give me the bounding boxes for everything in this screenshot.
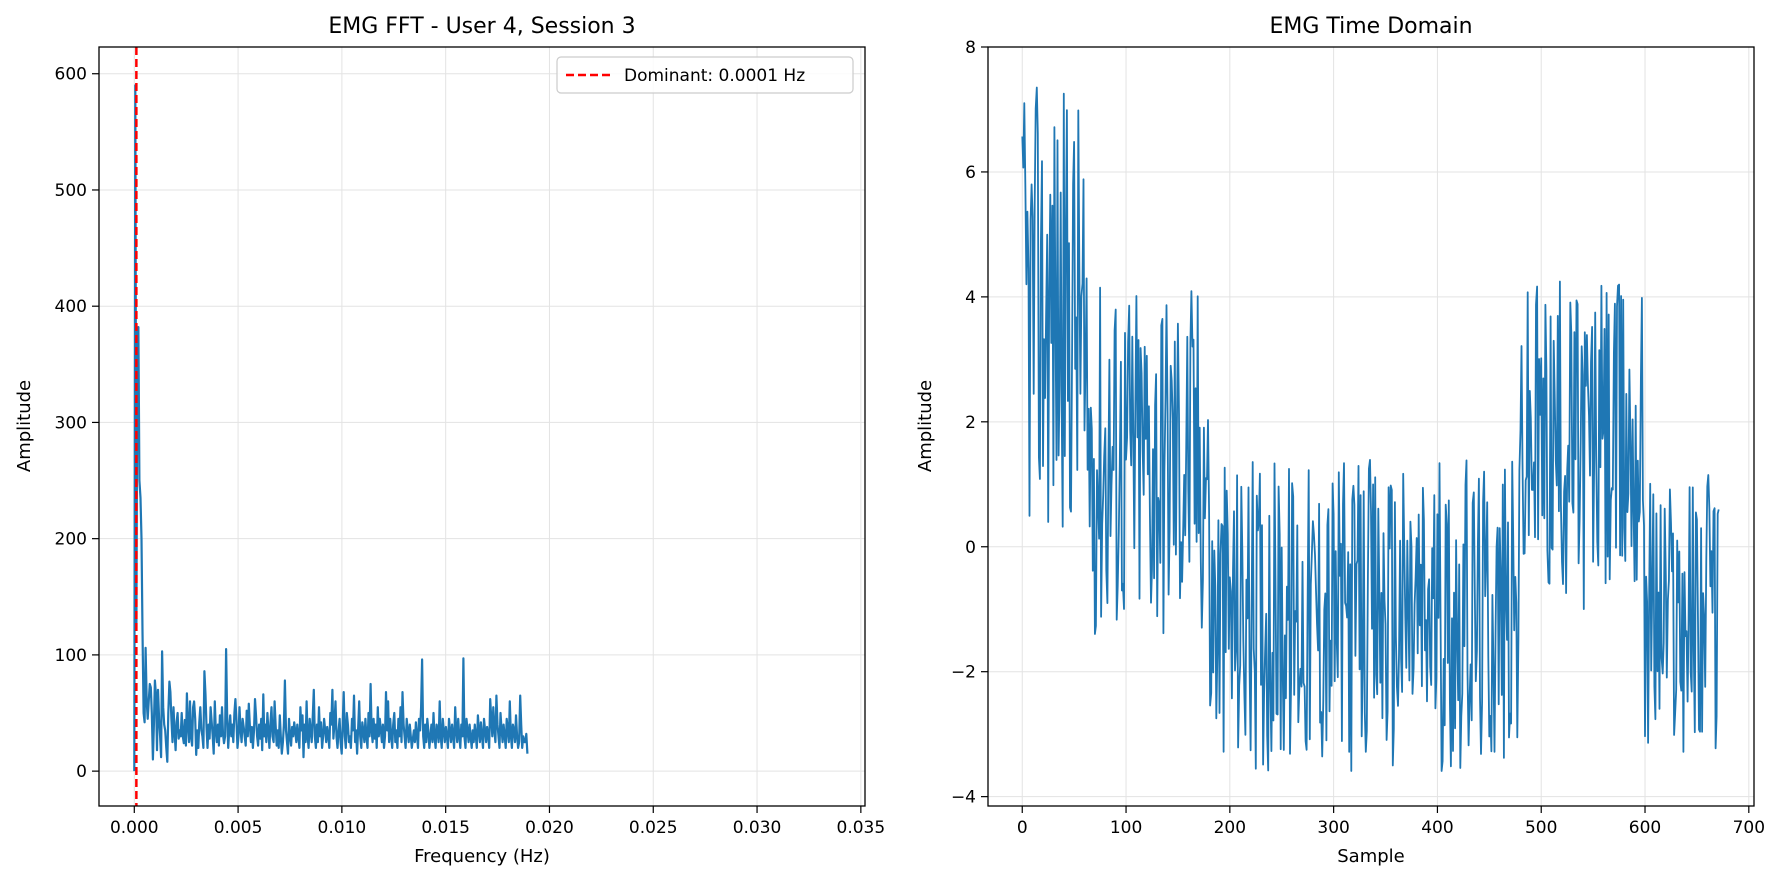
x-tick-label: 600	[1629, 818, 1661, 838]
x-tick-label: 700	[1733, 818, 1765, 838]
x-tick-label: 0.000	[110, 818, 159, 838]
x-tick-label: 0	[1017, 818, 1028, 838]
y-tick-label: 300	[55, 413, 87, 433]
fft-plot-frame	[98, 46, 866, 807]
fft-legend: Dominant: 0.0001 Hz	[556, 56, 854, 94]
time-y-axis-label: Amplitude	[915, 380, 936, 472]
x-tick-label: 100	[1110, 818, 1142, 838]
y-tick-label: 600	[55, 65, 87, 85]
y-tick-label: 500	[55, 181, 87, 201]
x-tick-label: 400	[1421, 818, 1453, 838]
time-plot-area	[988, 47, 1754, 806]
y-tick-label: 0	[965, 538, 976, 558]
time-plot-frame	[987, 46, 1755, 807]
x-tick-label: 0.035	[837, 818, 886, 838]
y-tick-label: −4	[951, 788, 976, 808]
fft-chart: 0.000 0.005 0.010 0.015 0.020 0.025 0.030 0.035…	[14, 14, 885, 867]
time-ticks: 0 100 200 300 400 500 600 700 −4 −2 0 2 4 6 8	[951, 38, 1765, 838]
y-tick-label: −2	[951, 663, 976, 683]
y-tick-label: 8	[965, 38, 976, 58]
y-tick-label: 100	[55, 646, 87, 666]
fft-grid	[99, 47, 865, 806]
fft-plot-area	[99, 47, 865, 806]
legend-box	[556, 56, 854, 94]
time-lines	[1021, 86, 1720, 772]
y-tick-label: 200	[55, 530, 87, 550]
fft-y-axis-label: Amplitude	[14, 380, 35, 472]
x-tick-label: 0.020	[525, 818, 574, 838]
x-tick-label: 0.025	[629, 818, 678, 838]
x-tick-label: 0.010	[318, 818, 367, 838]
series-line	[1021, 86, 1720, 772]
x-tick-label: 200	[1214, 818, 1246, 838]
y-tick-label: 400	[55, 297, 87, 317]
x-tick-label: 0.015	[421, 818, 470, 838]
time-domain-chart: 0 100 200 300 400 500 600 700 −4 −2 0 2 4 6 8 EMG Time…	[915, 14, 1765, 867]
x-tick-label: 0.030	[733, 818, 782, 838]
fft-chart-title: EMG FFT - User 4, Session 3	[328, 14, 635, 39]
y-tick-label: 2	[965, 413, 976, 433]
y-tick-label: 0	[76, 762, 87, 782]
fft-ticks: 0.000 0.005 0.010 0.015 0.020 0.025 0.030 0.035…	[55, 65, 886, 838]
series-line	[133, 84, 529, 772]
fft-lines	[133, 47, 529, 806]
fft-x-axis-label: Frequency (Hz)	[414, 846, 550, 867]
x-tick-label: 0.005	[214, 818, 263, 838]
x-tick-label: 500	[1525, 818, 1557, 838]
x-tick-label: 300	[1317, 818, 1349, 838]
legend-label-dominant: Dominant: 0.0001 Hz	[624, 66, 805, 86]
y-tick-label: 6	[965, 163, 976, 183]
y-tick-label: 4	[965, 288, 976, 308]
time-x-axis-label: Sample	[1337, 846, 1405, 867]
time-chart-title: EMG Time Domain	[1269, 14, 1472, 39]
